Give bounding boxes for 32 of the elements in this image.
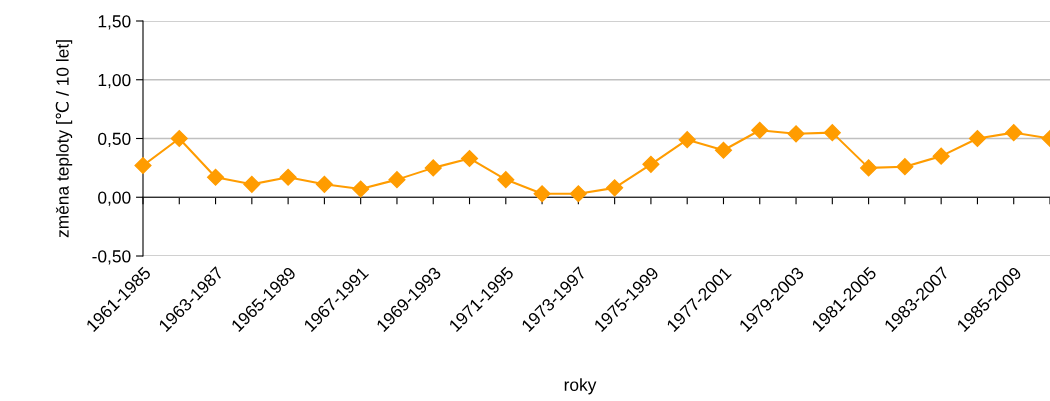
point [170,129,188,148]
point [932,147,950,165]
y-tick-label: 0,00 [98,191,131,206]
point [968,129,986,148]
x-axis-title: roky [564,378,597,395]
point [460,149,479,168]
point [606,179,624,197]
point [207,168,225,186]
y-tick-label: 0,50 [98,132,131,148]
point [823,124,841,142]
point [315,175,333,193]
point [678,131,696,149]
point [714,141,733,159]
point [751,121,769,139]
point [388,171,406,189]
point [1005,124,1023,142]
y-tick-label: 1,00 [98,73,131,89]
point [787,125,805,143]
point [279,168,297,186]
point [642,155,660,173]
point [134,156,152,175]
y-tick-label: -0,50 [92,250,131,265]
y-tick-label: 1,50 [98,15,131,30]
point [352,180,370,198]
y-axis-title: změna teploty [℃ / 10 let] [55,40,73,238]
point [497,171,515,189]
point [569,185,587,203]
point [243,175,261,193]
point [533,185,551,203]
point [860,159,878,177]
point [424,159,442,177]
point [896,158,914,176]
